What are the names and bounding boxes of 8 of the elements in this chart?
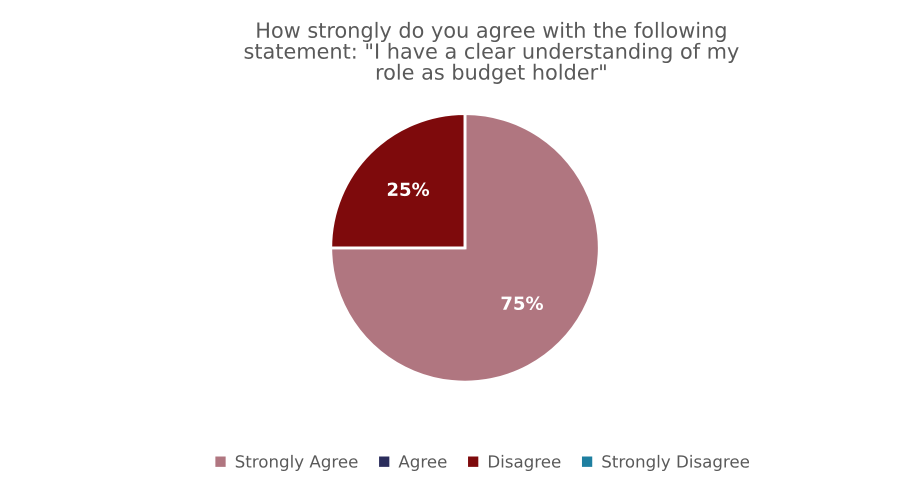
legend-label: Strongly Disagree: [602, 454, 750, 471]
legend-label: Disagree: [488, 454, 560, 471]
pie-slice: [329, 112, 601, 384]
chart-title: How strongly do you agree with the following statement: "I have a clear understanding of my role as budget holder": [244, 22, 739, 84]
legend-label: Agree: [398, 455, 446, 471]
data-label: 25%: [388, 182, 430, 196]
legend-label: Strongly Agree: [236, 454, 358, 471]
data-label: 75%: [502, 296, 543, 310]
